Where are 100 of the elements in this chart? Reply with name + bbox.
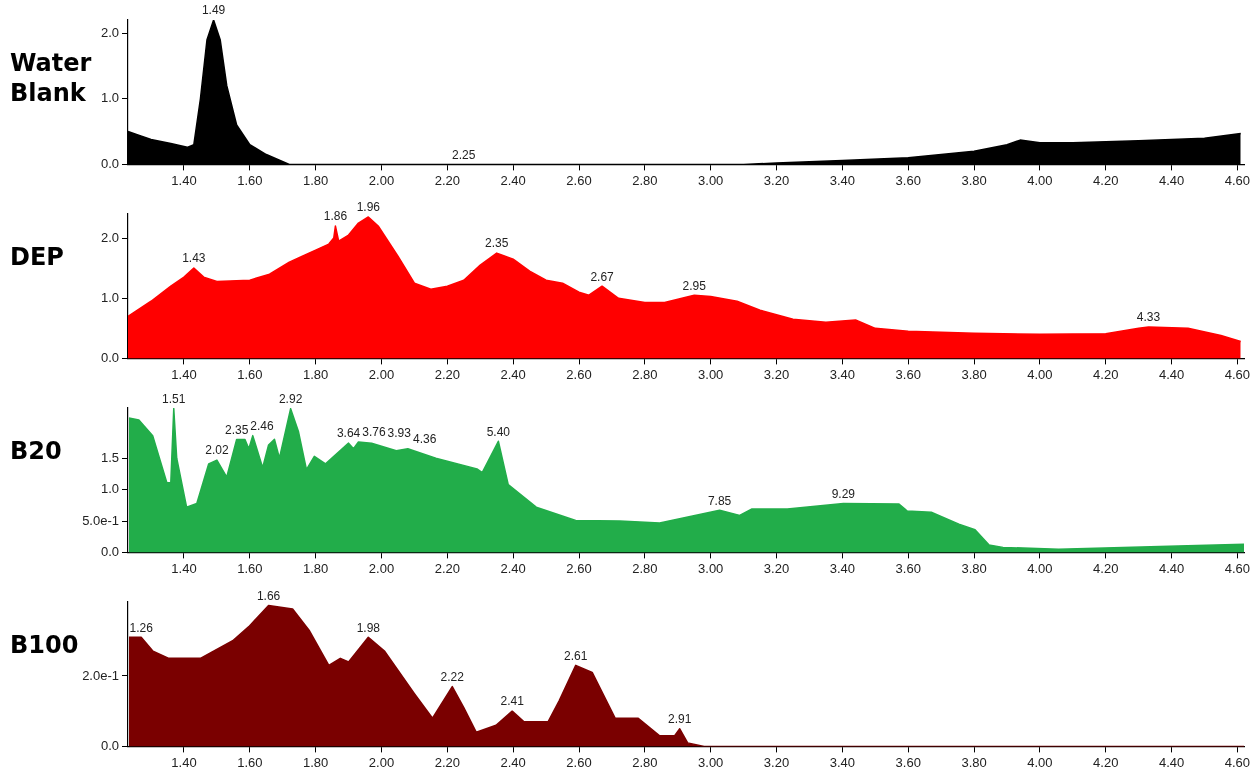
annotation: 1.51 xyxy=(162,391,186,406)
x-tick-label: 2.80 xyxy=(632,754,658,770)
annotation: 2.25 xyxy=(452,147,476,162)
x-tick-label: 3.80 xyxy=(961,172,987,188)
x-tick-label: 2.00 xyxy=(368,366,395,382)
x-tick-label: 2.60 xyxy=(566,754,592,770)
annotation: 2.46 xyxy=(250,418,274,433)
x-tick-label: 1.80 xyxy=(302,172,329,188)
x-tick-label: 1.80 xyxy=(302,366,329,382)
x-tick-label: 1.80 xyxy=(302,560,329,576)
x-tick-label: 2.60 xyxy=(566,366,592,382)
x-tick-label: 4.60 xyxy=(1224,754,1251,770)
x-tick-label: 3.00 xyxy=(698,172,724,188)
x-tick-label: 3.20 xyxy=(763,366,790,382)
annotation: 5.40 xyxy=(486,424,511,439)
annotation: 4.33 xyxy=(1136,310,1161,325)
annotation: 2.02 xyxy=(205,443,229,458)
x-tick-label: 2.00 xyxy=(368,754,395,770)
x-tick-label: 4.60 xyxy=(1224,560,1251,576)
annotation: 2.41 xyxy=(500,694,525,709)
x-tick-label: 2.20 xyxy=(434,560,460,576)
x-tick-label: 3.80 xyxy=(961,560,987,576)
x-tick-label: 3.80 xyxy=(961,366,987,382)
y-tick-label: 2.0e-1 xyxy=(82,667,119,683)
x-tick-label: 2.40 xyxy=(500,172,526,188)
y-tick-label: 1.0 xyxy=(100,289,119,305)
x-tick-label: 3.40 xyxy=(829,754,856,770)
annotation: 2.35 xyxy=(485,236,509,251)
x-tick-label: 4.20 xyxy=(1093,172,1119,188)
x-tick-label: 4.60 xyxy=(1224,172,1251,188)
x-tick-label: 3.20 xyxy=(763,172,790,188)
x-tick-label: 2.20 xyxy=(434,172,460,188)
x-tick-label: 2.40 xyxy=(500,560,526,576)
annotation: 3.64 xyxy=(336,426,361,441)
text: B100 xyxy=(10,630,80,660)
x-tick-label: 4.40 xyxy=(1158,172,1185,188)
x-tick-label: 2.00 xyxy=(368,560,395,576)
x-tick-label: 1.60 xyxy=(237,754,263,770)
x-tick-label: 1.80 xyxy=(302,754,329,770)
annotation: 2.22 xyxy=(440,669,465,684)
x-tick-label: 4.60 xyxy=(1224,366,1251,382)
text: B20 xyxy=(10,436,63,466)
x-tick-label: 3.00 xyxy=(698,366,724,382)
x-tick-label: 1.60 xyxy=(237,172,263,188)
x-tick-label: 4.00 xyxy=(1027,560,1053,576)
annotation: 2.92 xyxy=(278,391,303,406)
annotation: 4.36 xyxy=(412,432,437,447)
x-tick-label: 3.40 xyxy=(829,172,856,188)
text: Water Blank xyxy=(10,48,92,108)
x-tick-label: 3.00 xyxy=(698,560,724,576)
annotation: 9.29 xyxy=(831,486,856,501)
y-tick-label: 2.0 xyxy=(100,229,119,245)
x-tick-label: 2.20 xyxy=(434,754,460,770)
x-tick-label: 4.00 xyxy=(1027,366,1053,382)
x-tick-label: 3.60 xyxy=(895,560,921,576)
y-tick-label: 0.0 xyxy=(100,155,119,171)
y-tick-label: 1.5 xyxy=(100,449,119,465)
x-tick-label: 3.20 xyxy=(763,754,790,770)
y-tick-label: 0.0 xyxy=(100,349,119,365)
x-tick-label: 1.40 xyxy=(171,754,197,770)
x-tick-label: 2.80 xyxy=(632,366,658,382)
y-tick-label: 2.0 xyxy=(100,24,119,40)
x-tick-label: 4.40 xyxy=(1158,754,1185,770)
x-tick-label: 3.80 xyxy=(961,754,987,770)
annotation: 3.76 xyxy=(362,425,386,440)
annotation: 1.86 xyxy=(323,209,348,224)
x-tick-label: 2.60 xyxy=(566,172,592,188)
x-tick-label: 1.40 xyxy=(171,366,197,382)
x-tick-label: 4.00 xyxy=(1027,754,1053,770)
x-tick-label: 2.80 xyxy=(632,172,658,188)
y-tick-label: 0.0 xyxy=(100,543,119,559)
x-tick-label: 3.00 xyxy=(698,754,724,770)
x-tick-label: 1.40 xyxy=(171,172,197,188)
x-tick-label: 1.60 xyxy=(237,560,263,576)
annotation: 2.91 xyxy=(668,712,692,727)
x-tick-label: 3.60 xyxy=(895,754,921,770)
annotation: 7.85 xyxy=(707,493,732,508)
x-tick-label: 2.40 xyxy=(500,366,526,382)
y-tick-label: 1.0 xyxy=(100,90,119,106)
x-tick-label: 1.40 xyxy=(171,560,197,576)
x-tick-label: 4.00 xyxy=(1027,172,1053,188)
annotation: 1.66 xyxy=(256,588,281,603)
x-tick-label: 4.20 xyxy=(1093,754,1119,770)
x-tick-label: 4.20 xyxy=(1093,560,1119,576)
y-tick-label: 5.0e-1 xyxy=(82,512,119,528)
annotation: 1.43 xyxy=(182,251,206,266)
annotation: 2.67 xyxy=(590,269,615,284)
y-tick-label: 1.0 xyxy=(100,481,119,497)
x-tick-label: 2.20 xyxy=(434,366,460,382)
x-tick-label: 3.40 xyxy=(829,560,856,576)
annotation: 1.98 xyxy=(356,620,381,635)
x-tick-label: 2.40 xyxy=(500,754,526,770)
x-tick-label: 3.20 xyxy=(763,560,790,576)
x-tick-label: 3.60 xyxy=(895,172,921,188)
x-tick-label: 4.40 xyxy=(1158,560,1185,576)
annotation: 2.61 xyxy=(564,648,588,663)
annotation: 1.49 xyxy=(201,3,226,18)
y-tick-label: 0.0 xyxy=(100,737,119,753)
x-tick-label: 4.20 xyxy=(1093,366,1119,382)
x-tick-label: 4.40 xyxy=(1158,366,1185,382)
